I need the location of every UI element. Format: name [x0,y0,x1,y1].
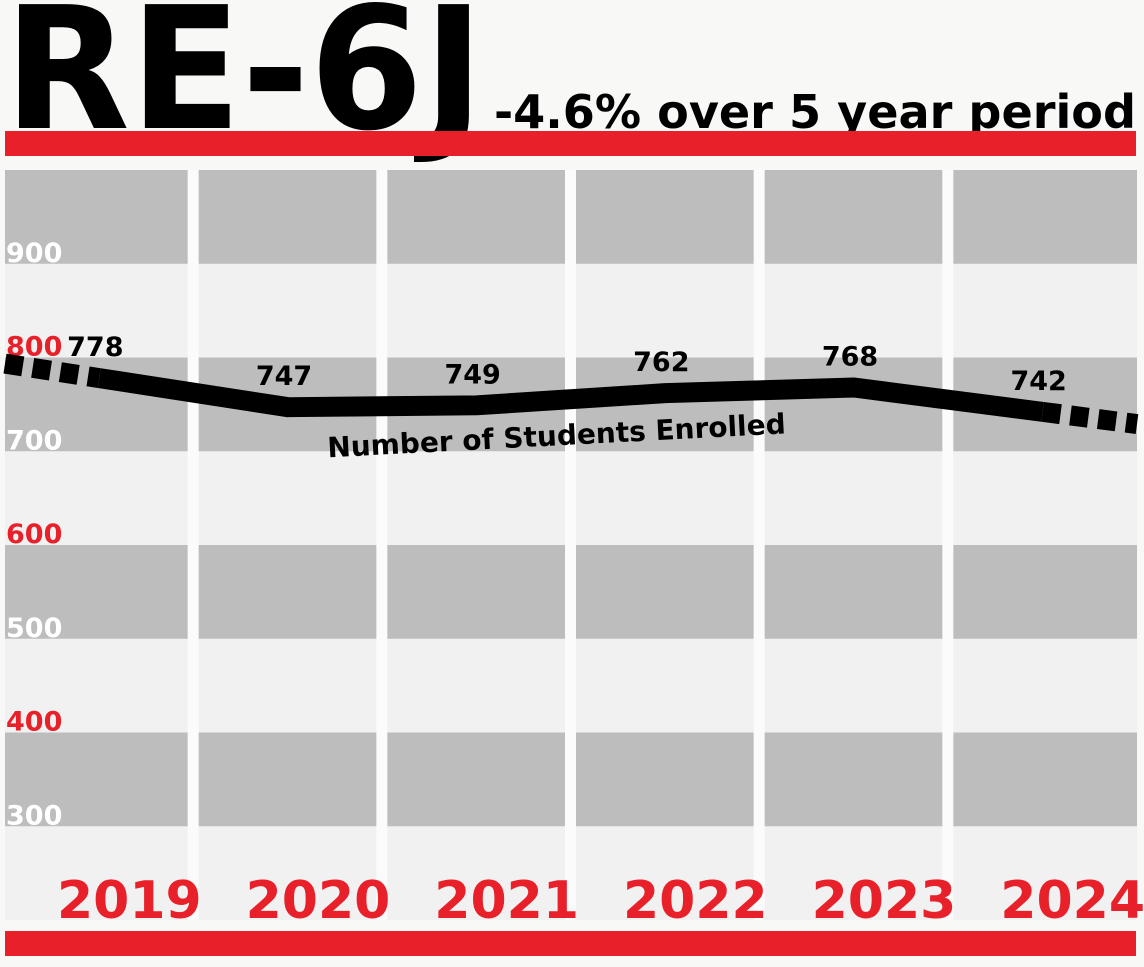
x-tick-label: 2021 [434,871,579,931]
x-tick-label: 2024 [1000,871,1144,931]
column-gap [187,170,199,920]
y-tick-label: 600 [6,519,62,550]
y-tick-label: 700 [6,425,62,456]
column-gap [376,170,388,920]
data-label: 762 [633,347,689,378]
data-label: 747 [256,361,312,392]
series-line [97,368,1044,422]
data-label: 742 [1010,366,1066,397]
data-label: 768 [822,342,878,373]
column-gap [753,170,765,920]
y-tick-label: 900 [6,238,62,269]
data-label: 778 [67,332,123,363]
bottom-rule [5,931,1136,956]
x-tick-label: 2020 [246,871,391,931]
x-tick-label: 2022 [623,871,768,931]
y-tick-label: 500 [6,613,62,644]
column-gap [942,170,954,920]
trend-extension [3,353,1139,434]
y-tick-label: 300 [6,800,62,831]
x-tick-label: 2019 [57,871,202,931]
y-tick-label: 400 [6,707,62,738]
chart-subtitle: -4.6% over 5 year period [494,85,1136,139]
x-tick-label: 2023 [812,871,957,931]
top-rule [5,131,1136,156]
column-gap [565,170,576,920]
data-label: 749 [444,359,500,390]
